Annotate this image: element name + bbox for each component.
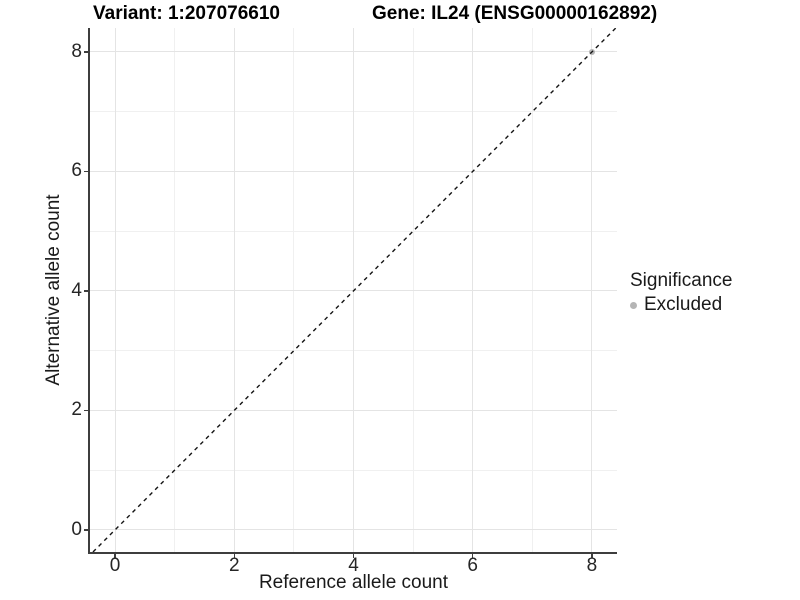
x-tick-mark [591,553,593,558]
y-tick-mark [84,51,89,53]
plot-panel [90,28,617,552]
legend-item-label: Excluded [644,294,723,315]
y-axis-line [88,28,90,554]
x-tick-label: 2 [228,555,240,576]
legend-item-excluded: Excluded [630,294,732,316]
x-tick-label: 4 [348,555,359,576]
plot-title-variant: Variant: 1:207076610 [93,3,280,24]
plot-title-gene: Gene: IL24 (ENSG00000162892) [372,3,658,24]
y-tick-mark [84,170,89,173]
y-axis-title: Alternative allele count [43,194,64,386]
gridline-x-minor [293,28,295,552]
y-tick-mark [84,290,89,292]
gridline-x-minor [531,28,533,552]
gridline-y-major [90,409,617,411]
gridline-y-major [90,51,617,53]
gridline-x-major [114,28,116,552]
gridline-x-minor [412,28,414,552]
x-tick-label: 8 [586,555,598,576]
identity-line [92,28,617,552]
x-tick-mark [233,553,236,558]
y-tick-mark [84,409,89,412]
y-tick-label: 6 [71,160,82,182]
legend-title: Significance [630,270,733,291]
y-tick-label: 2 [71,399,82,421]
x-tick-mark [114,553,116,558]
gridline-y-major [90,170,617,172]
legend: Significance Excluded [630,270,732,316]
x-tick-label: 0 [109,555,121,576]
x-tick-mark [352,553,355,558]
gridline-x-major [233,28,235,552]
gridline-y-major [90,529,617,531]
y-tick-label: 4 [71,279,82,301]
y-tick-label: 0 [71,518,82,540]
y-tick-mark [84,529,89,531]
x-tick-mark [471,553,474,558]
x-tick-label: 6 [467,555,478,576]
x-axis-title: Reference allele count [258,572,449,593]
x-axis-line [88,551,617,554]
excluded-point-swatch [630,301,637,309]
gridline-x-minor [174,28,176,552]
gridline-x-major [591,28,593,552]
y-tick-label: 8 [71,40,82,62]
gridline-x-major [472,28,474,552]
